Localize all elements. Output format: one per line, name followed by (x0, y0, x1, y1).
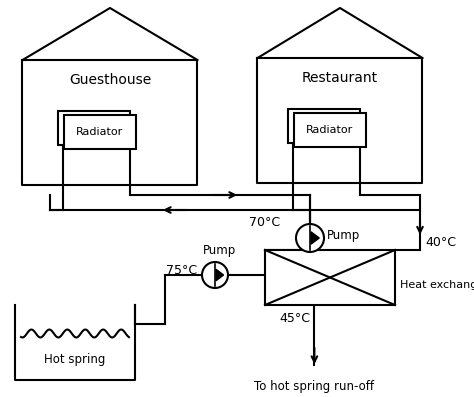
Text: Pump: Pump (203, 244, 237, 257)
Circle shape (202, 262, 228, 288)
Text: Pump: Pump (327, 229, 360, 243)
Bar (294, 113, 366, 147)
Text: 40°C: 40°C (425, 236, 456, 249)
Text: Radiator: Radiator (306, 125, 354, 135)
Bar (64, 115, 136, 149)
Bar (265, 250, 395, 305)
Text: Hot spring: Hot spring (44, 353, 106, 366)
Text: 75°C: 75°C (166, 264, 197, 276)
Bar (288, 109, 360, 143)
Text: 45°C: 45°C (279, 312, 310, 326)
Polygon shape (311, 232, 319, 244)
Text: Radiator: Radiator (76, 127, 124, 137)
Text: Heat exchanger: Heat exchanger (400, 281, 474, 291)
Bar (58, 111, 130, 145)
Circle shape (296, 224, 324, 252)
Text: Guesthouse: Guesthouse (69, 73, 151, 87)
Polygon shape (216, 269, 224, 281)
Text: To hot spring run-off: To hot spring run-off (255, 380, 374, 393)
Text: Restaurant: Restaurant (302, 71, 378, 85)
Text: 70°C: 70°C (249, 216, 281, 229)
